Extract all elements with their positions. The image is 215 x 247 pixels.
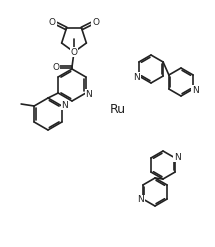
Text: O: O (92, 18, 99, 27)
Text: N: N (71, 47, 77, 57)
Text: N: N (174, 152, 181, 162)
Text: O: O (49, 18, 56, 27)
Text: N: N (86, 89, 92, 99)
Text: N: N (192, 85, 198, 95)
Text: N: N (138, 195, 144, 205)
Text: N: N (134, 73, 140, 82)
Text: O: O (52, 62, 60, 71)
Text: Ru: Ru (110, 103, 126, 116)
Text: O: O (71, 47, 77, 57)
Text: N: N (61, 101, 68, 109)
